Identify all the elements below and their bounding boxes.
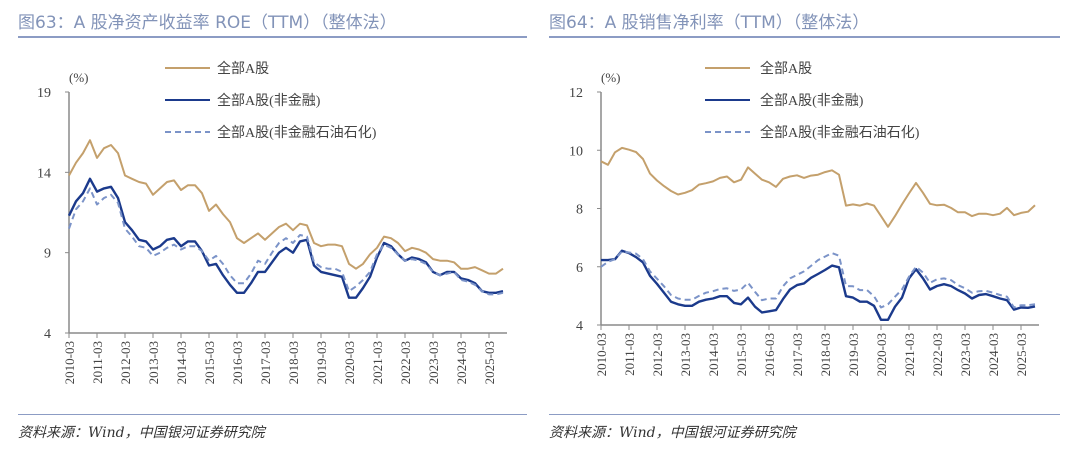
y-tick-label: 4 xyxy=(44,327,51,342)
x-tick-label: 2015-03 xyxy=(734,333,749,376)
x-tick-label: 2024-03 xyxy=(986,333,1001,376)
title-divider xyxy=(18,36,527,38)
legend-label: 全部A股(非金融) xyxy=(217,92,321,109)
y-axis-unit: (%) xyxy=(69,70,89,85)
x-tick-label: 2010-03 xyxy=(594,333,609,376)
x-tick-label: 2016-03 xyxy=(230,341,245,384)
x-tick-label: 2017-03 xyxy=(790,333,805,376)
legend-label: 全部A股(非金融) xyxy=(760,92,864,109)
y-tick-label: 19 xyxy=(37,86,51,101)
y-tick-label: 6 xyxy=(576,261,583,276)
x-tick-label: 2025-03 xyxy=(482,341,497,384)
legend-label: 全部A股(非金融石油石化) xyxy=(760,124,920,141)
title-divider xyxy=(549,36,1060,38)
x-tick-label: 2013-03 xyxy=(146,341,161,384)
x-tick-label: 2022-03 xyxy=(398,341,413,384)
x-tick-label: 2024-03 xyxy=(454,341,469,384)
x-tick-label: 2019-03 xyxy=(846,333,861,376)
y-tick-label: 12 xyxy=(569,86,583,101)
x-tick-label: 2019-03 xyxy=(314,341,329,384)
x-tick-label: 2017-03 xyxy=(258,341,273,384)
x-tick-label: 2015-03 xyxy=(202,341,217,384)
legend-label: 全部A股 xyxy=(217,60,269,77)
source-divider xyxy=(549,414,1060,415)
x-tick-label: 2012-03 xyxy=(650,333,665,376)
x-tick-label: 2018-03 xyxy=(286,341,301,384)
x-tick-label: 2023-03 xyxy=(958,333,973,376)
series-line-non-financial xyxy=(601,249,1036,321)
x-tick-label: 2020-03 xyxy=(874,333,889,376)
source-note: 资料来源：Wind，中国银河证券研究院 xyxy=(549,425,796,441)
series-line-all-a-shares xyxy=(600,146,1036,228)
chart-title-roe: 图63：A 股净资产收益率 ROE（TTM）（整体法） xyxy=(18,13,397,33)
x-tick-label: 2021-03 xyxy=(902,333,917,376)
x-tick-label: 2014-03 xyxy=(174,341,189,384)
chart-title-net-margin: 图64：A 股销售净利率（TTM）（整体法） xyxy=(549,13,870,33)
y-tick-label: 10 xyxy=(569,144,583,159)
x-tick-label: 2011-03 xyxy=(90,341,105,384)
series-line-non-financial-ex-oil xyxy=(600,250,1036,309)
x-tick-label: 2021-03 xyxy=(370,341,385,384)
y-tick-label: 8 xyxy=(576,203,583,218)
x-tick-label: 2013-03 xyxy=(678,333,693,376)
y-tick-label: 9 xyxy=(44,247,51,262)
series-line-non-financial-ex-oil xyxy=(68,187,504,296)
y-tick-label: 14 xyxy=(37,166,51,181)
x-tick-label: 2025-03 xyxy=(1014,333,1029,376)
legend-label: 全部A股(非金融石油石化) xyxy=(217,124,377,141)
x-tick-label: 2018-03 xyxy=(818,333,833,376)
x-tick-label: 2016-03 xyxy=(762,333,777,376)
source-divider xyxy=(18,414,527,415)
x-tick-label: 2011-03 xyxy=(622,333,637,376)
series-line-all-a-shares xyxy=(68,139,504,275)
x-tick-label: 2023-03 xyxy=(426,341,441,384)
x-tick-label: 2020-03 xyxy=(342,341,357,384)
y-axis-unit: (%) xyxy=(601,70,621,85)
legend-label: 全部A股 xyxy=(760,60,812,77)
x-tick-label: 2022-03 xyxy=(930,333,945,376)
y-tick-label: 4 xyxy=(576,319,583,334)
x-tick-label: 2010-03 xyxy=(62,341,77,384)
x-tick-label: 2012-03 xyxy=(118,341,133,384)
source-note: 资料来源：Wind，中国银河证券研究院 xyxy=(18,425,265,441)
x-tick-label: 2014-03 xyxy=(706,333,721,376)
